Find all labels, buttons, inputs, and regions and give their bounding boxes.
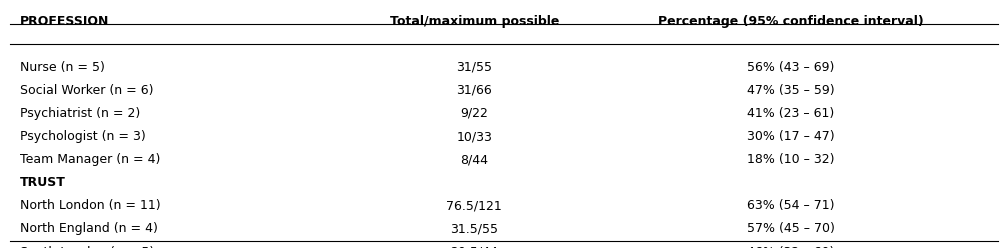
Text: PROFESSION: PROFESSION [20,15,109,28]
Text: Psychiatrist (n = 2): Psychiatrist (n = 2) [20,107,140,120]
Text: 63% (54 – 71): 63% (54 – 71) [747,199,835,212]
Text: North London (n = 11): North London (n = 11) [20,199,160,212]
Text: 56% (43 – 69): 56% (43 – 69) [747,61,835,74]
Text: 46% (32 – 60): 46% (32 – 60) [747,246,835,248]
Text: North England (n = 4): North England (n = 4) [20,222,158,235]
Text: 8/44: 8/44 [461,153,488,166]
Text: TRUST: TRUST [20,176,66,189]
Text: 30% (17 – 47): 30% (17 – 47) [747,130,835,143]
Text: 41% (23 – 61): 41% (23 – 61) [747,107,834,120]
Text: 20.5/44: 20.5/44 [451,246,498,248]
Text: 18% (10 – 32): 18% (10 – 32) [747,153,835,166]
Text: Team Manager (n = 4): Team Manager (n = 4) [20,153,160,166]
Text: Percentage (95% confidence interval): Percentage (95% confidence interval) [657,15,923,28]
Text: 9/22: 9/22 [461,107,488,120]
Text: Nurse (n = 5): Nurse (n = 5) [20,61,105,74]
Text: 57% (45 – 70): 57% (45 – 70) [747,222,835,235]
Text: 31/66: 31/66 [457,84,492,97]
Text: Psychologist (n = 3): Psychologist (n = 3) [20,130,146,143]
Text: Social Worker (n = 6): Social Worker (n = 6) [20,84,153,97]
Text: Total/maximum possible: Total/maximum possible [390,15,559,28]
Text: 31/55: 31/55 [457,61,492,74]
Text: 76.5/121: 76.5/121 [447,199,502,212]
Text: 10/33: 10/33 [457,130,492,143]
Text: 47% (35 – 59): 47% (35 – 59) [747,84,835,97]
Text: 31.5/55: 31.5/55 [451,222,498,235]
Text: South London (n = 5): South London (n = 5) [20,246,154,248]
